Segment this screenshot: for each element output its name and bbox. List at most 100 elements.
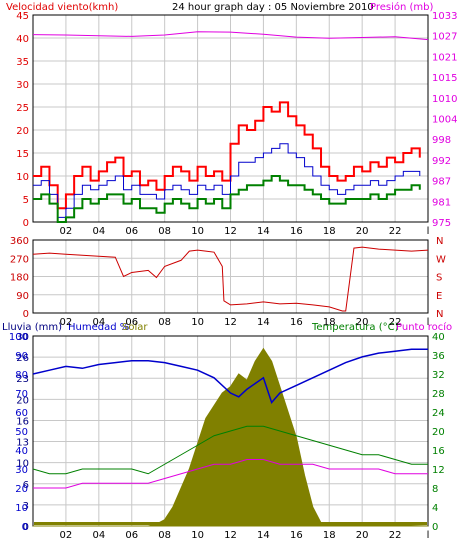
y-right-tick-label: 20 bbox=[432, 427, 445, 438]
wind-pressure-panel: 0510152025303540459759819879929981004101… bbox=[16, 11, 457, 237]
y-left-tick-label: 10 bbox=[16, 172, 29, 183]
x-tick-label: 06 bbox=[125, 317, 138, 328]
pressure-label: Presión (mb) bbox=[370, 1, 434, 13]
y-humidity-tick-label: 40 bbox=[15, 446, 28, 457]
y-right-tick-label: 1027 bbox=[432, 32, 457, 43]
y-right-tick-label: 40 bbox=[432, 332, 445, 343]
y-left-tick-label: 13 bbox=[16, 438, 29, 449]
y-left-tick-label: 270 bbox=[10, 254, 29, 265]
humidity-series-line bbox=[32, 348, 428, 404]
y-right-tick-label: 1015 bbox=[432, 73, 457, 84]
x-tick-label: 20 bbox=[356, 226, 369, 237]
rain-humidity-solar-temperature-panel: 0361013162023263004812162024283236400102… bbox=[9, 332, 445, 541]
y-left-tick-label: 0 bbox=[23, 522, 29, 533]
y-right-tick-label: 981 bbox=[432, 197, 451, 208]
x-tick-label: 22 bbox=[389, 317, 402, 328]
y-right-tick-label: 998 bbox=[432, 135, 451, 146]
x-tick-label: 12 bbox=[224, 530, 237, 541]
x-tick-label: 02 bbox=[60, 317, 73, 328]
chart-title: 24 hour graph day : 05 Noviembre 2010 bbox=[172, 2, 374, 13]
rain-bar bbox=[34, 522, 427, 525]
y-humidity-tick-label: 70 bbox=[15, 389, 28, 400]
x-tick-label: 16 bbox=[290, 530, 303, 541]
x-tick-label: 14 bbox=[257, 317, 270, 328]
compass-tick-label: E bbox=[436, 291, 442, 302]
y-left-tick-label: 90 bbox=[16, 291, 29, 302]
y-left-tick-label: 16 bbox=[16, 416, 29, 427]
y-right-tick-label: 28 bbox=[432, 389, 445, 400]
y-right-tick-label: 16 bbox=[432, 446, 445, 457]
x-tick-label: 18 bbox=[323, 226, 336, 237]
y-right-tick-label: 975 bbox=[432, 218, 451, 229]
y-humidity-tick-label: 60 bbox=[15, 408, 28, 419]
y-humidity-tick-label: 90 bbox=[15, 351, 28, 362]
x-tick-label: 08 bbox=[158, 317, 171, 328]
y-right-tick-label: 992 bbox=[432, 156, 451, 167]
panel-frame bbox=[32, 14, 429, 223]
humidity-label: Humedad % bbox=[68, 322, 129, 333]
x-tick-label: 12 bbox=[224, 226, 237, 237]
y-left-tick-label: 40 bbox=[16, 34, 29, 45]
y-right-tick-label: 987 bbox=[432, 177, 451, 188]
x-tick-label: 16 bbox=[290, 226, 303, 237]
x-tick-label: 06 bbox=[125, 530, 138, 541]
x-tick-label: 02 bbox=[60, 530, 73, 541]
x-tick-label: 14 bbox=[257, 226, 270, 237]
compass-tick-label: N bbox=[436, 236, 443, 247]
y-humidity-tick-label: 50 bbox=[15, 427, 28, 438]
x-tick-label: 22 bbox=[389, 226, 402, 237]
y-right-tick-label: 0 bbox=[432, 522, 438, 533]
y-right-tick-label: 4 bbox=[432, 503, 438, 514]
panel-frame bbox=[32, 239, 429, 314]
y-left-tick-label: 5 bbox=[23, 195, 29, 206]
x-tick-label: 10 bbox=[191, 530, 204, 541]
y-right-tick-label: 1033 bbox=[432, 11, 457, 22]
y-left-tick-label: 0 bbox=[23, 309, 29, 320]
x-tick-label: 10 bbox=[191, 226, 204, 237]
y-right-tick-label: 32 bbox=[432, 370, 445, 381]
x-tick-label: l bbox=[427, 530, 430, 541]
y-left-tick-label: 6 bbox=[23, 480, 29, 491]
y-humidity-tick-label: 30 bbox=[15, 465, 28, 476]
y-right-tick-label: 36 bbox=[432, 351, 445, 362]
y-left-tick-label: 45 bbox=[16, 11, 29, 22]
x-tick-label: 12 bbox=[224, 317, 237, 328]
compass-tick-label: W bbox=[436, 254, 446, 265]
y-left-tick-label: 25 bbox=[16, 103, 29, 114]
wind-low-series-line bbox=[33, 175, 421, 223]
solar-label: Solar bbox=[122, 322, 148, 333]
x-tick-label: 04 bbox=[92, 317, 105, 328]
compass-tick-label: S bbox=[436, 273, 442, 284]
direction-series-line bbox=[32, 246, 429, 312]
y-left-tick-label: 30 bbox=[16, 332, 29, 343]
y-left-tick-label: 20 bbox=[16, 395, 29, 406]
y-left-tick-label: 35 bbox=[16, 57, 29, 68]
dewpoint-series-line bbox=[33, 459, 428, 489]
x-tick-label: 20 bbox=[356, 530, 369, 541]
y-left-tick-label: 30 bbox=[16, 80, 29, 91]
temperature-series-line bbox=[32, 425, 428, 475]
y-humidity-tick-label: 10 bbox=[15, 503, 28, 514]
y-left-tick-label: 180 bbox=[10, 273, 29, 284]
y-right-tick-label: 12 bbox=[432, 465, 445, 476]
x-tick-label: 08 bbox=[158, 530, 171, 541]
y-humidity-tick-label: 80 bbox=[15, 370, 28, 381]
y-right-tick-label: 8 bbox=[432, 484, 438, 495]
y-left-tick-label: 23 bbox=[16, 374, 29, 385]
y-right-tick-label: 1021 bbox=[432, 52, 457, 63]
x-tick-label: 02 bbox=[60, 226, 73, 237]
x-tick-label: 08 bbox=[158, 226, 171, 237]
pressure-series-line bbox=[32, 31, 429, 41]
y-left-tick-label: 10 bbox=[16, 459, 29, 470]
y-humidity-tick-label: 0 bbox=[22, 522, 28, 533]
dewpoint-label: Punto rocío bbox=[396, 321, 452, 333]
wind-speed-label: Velocidad viento(kmh) bbox=[6, 2, 118, 13]
x-tick-label: 22 bbox=[389, 530, 402, 541]
y-right-tick-label: 1010 bbox=[432, 94, 457, 105]
compass-tick-label: N bbox=[436, 309, 443, 320]
temperature-label: Temperatura (°C) bbox=[311, 322, 399, 333]
x-tick-label: 20 bbox=[356, 317, 369, 328]
